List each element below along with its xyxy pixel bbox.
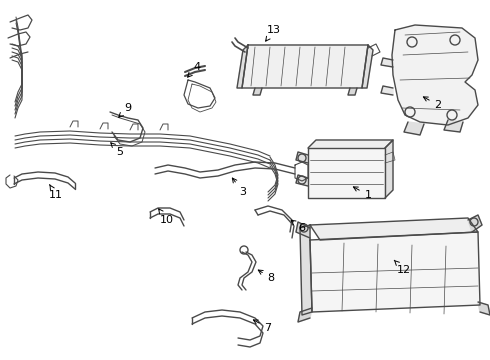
Text: 13: 13	[266, 25, 281, 41]
Polygon shape	[468, 215, 482, 232]
Polygon shape	[237, 45, 248, 88]
Polygon shape	[362, 45, 373, 88]
Polygon shape	[478, 302, 490, 315]
Text: 11: 11	[49, 185, 63, 200]
Polygon shape	[385, 140, 393, 198]
Polygon shape	[392, 25, 478, 125]
Polygon shape	[308, 140, 393, 148]
Text: 1: 1	[353, 187, 371, 200]
Text: 6: 6	[291, 220, 305, 233]
Polygon shape	[348, 88, 357, 95]
Polygon shape	[296, 175, 308, 186]
Polygon shape	[296, 152, 308, 163]
Polygon shape	[242, 45, 368, 88]
Text: 5: 5	[111, 143, 123, 157]
Text: 7: 7	[253, 320, 271, 333]
Polygon shape	[310, 232, 480, 312]
Text: 4: 4	[188, 62, 200, 77]
Text: 2: 2	[423, 97, 441, 110]
Polygon shape	[381, 86, 393, 95]
Polygon shape	[308, 148, 385, 198]
Polygon shape	[296, 222, 310, 238]
Polygon shape	[404, 122, 424, 135]
Text: 3: 3	[232, 178, 246, 197]
Text: 9: 9	[119, 103, 131, 117]
Text: 8: 8	[258, 270, 274, 283]
Polygon shape	[298, 308, 312, 322]
Polygon shape	[310, 218, 478, 240]
Polygon shape	[381, 58, 393, 67]
Text: 12: 12	[394, 260, 411, 275]
Polygon shape	[300, 225, 312, 315]
Text: 10: 10	[159, 209, 174, 225]
Polygon shape	[444, 120, 463, 132]
Polygon shape	[253, 88, 262, 95]
